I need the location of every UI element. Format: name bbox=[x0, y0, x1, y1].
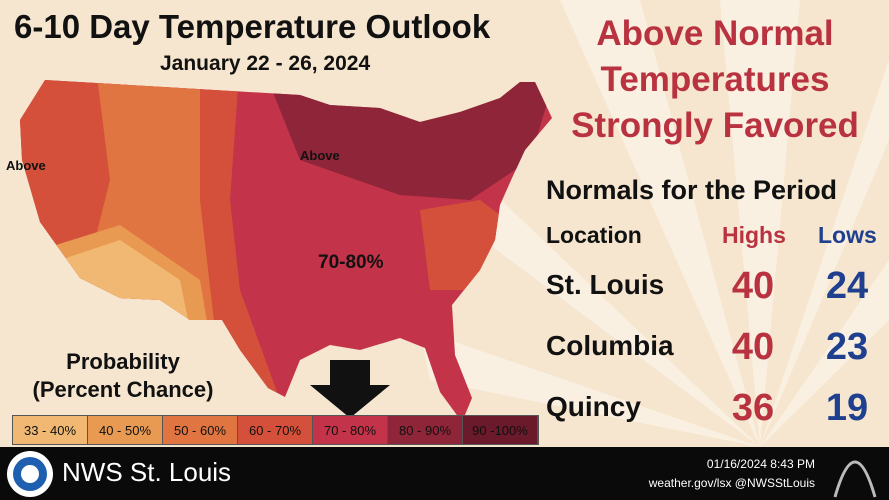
legend-item: 80 - 90% bbox=[388, 416, 463, 444]
title: 6-10 Day Temperature Outlook bbox=[14, 8, 491, 45]
legend-item: 33 - 40% bbox=[13, 416, 88, 444]
legend-item: 50 - 60% bbox=[163, 416, 238, 444]
location: St. Louis bbox=[546, 269, 665, 300]
legend-item: 70 - 80% bbox=[313, 416, 388, 444]
high-temp: 40 bbox=[731, 326, 775, 368]
headline: Above Normal bbox=[596, 14, 834, 53]
nws-logo bbox=[7, 451, 53, 497]
arch-icon bbox=[833, 460, 877, 498]
legend: 33 - 40% 40 - 50% 50 - 60% 60 - 70% 70 - 80%… bbox=[12, 415, 539, 445]
legend-item: 90 -100% bbox=[463, 416, 538, 444]
footer: NWS St. Louis 01/16/2024 8:43 PM weather… bbox=[0, 447, 889, 500]
location: Columbia bbox=[546, 330, 674, 361]
column-header: Highs bbox=[722, 222, 786, 248]
location: Quincy bbox=[546, 391, 641, 422]
headline: Temperatures bbox=[600, 60, 830, 99]
headline: Strongly Favored bbox=[571, 106, 859, 145]
high-temp: 40 bbox=[731, 265, 775, 307]
map-label: Above bbox=[6, 158, 46, 173]
low-temp: 23 bbox=[825, 326, 869, 368]
office-name: NWS St. Louis bbox=[62, 457, 232, 487]
high-temp: 36 bbox=[731, 387, 775, 429]
map-label: 70-80% bbox=[318, 252, 384, 273]
legend-title: (Percent Chance) bbox=[32, 377, 214, 402]
legend-item: 60 - 70% bbox=[238, 416, 313, 444]
column-header: Location bbox=[546, 222, 642, 248]
map-label: Above bbox=[300, 148, 340, 163]
subtitle: January 22 - 26, 2024 bbox=[160, 52, 371, 75]
sun-rays bbox=[420, 0, 889, 447]
contact: weather.gov/lsx @NWSStLouis bbox=[648, 476, 815, 490]
column-header: Lows bbox=[818, 222, 877, 248]
timestamp: 01/16/2024 8:43 PM bbox=[706, 457, 815, 471]
low-temp: 24 bbox=[825, 265, 869, 307]
arrow bbox=[310, 360, 390, 418]
legend-title: Probability bbox=[66, 349, 180, 374]
low-temp: 19 bbox=[825, 387, 869, 429]
normals-title: Normals for the Period bbox=[546, 175, 838, 205]
legend-item: 40 - 50% bbox=[88, 416, 163, 444]
